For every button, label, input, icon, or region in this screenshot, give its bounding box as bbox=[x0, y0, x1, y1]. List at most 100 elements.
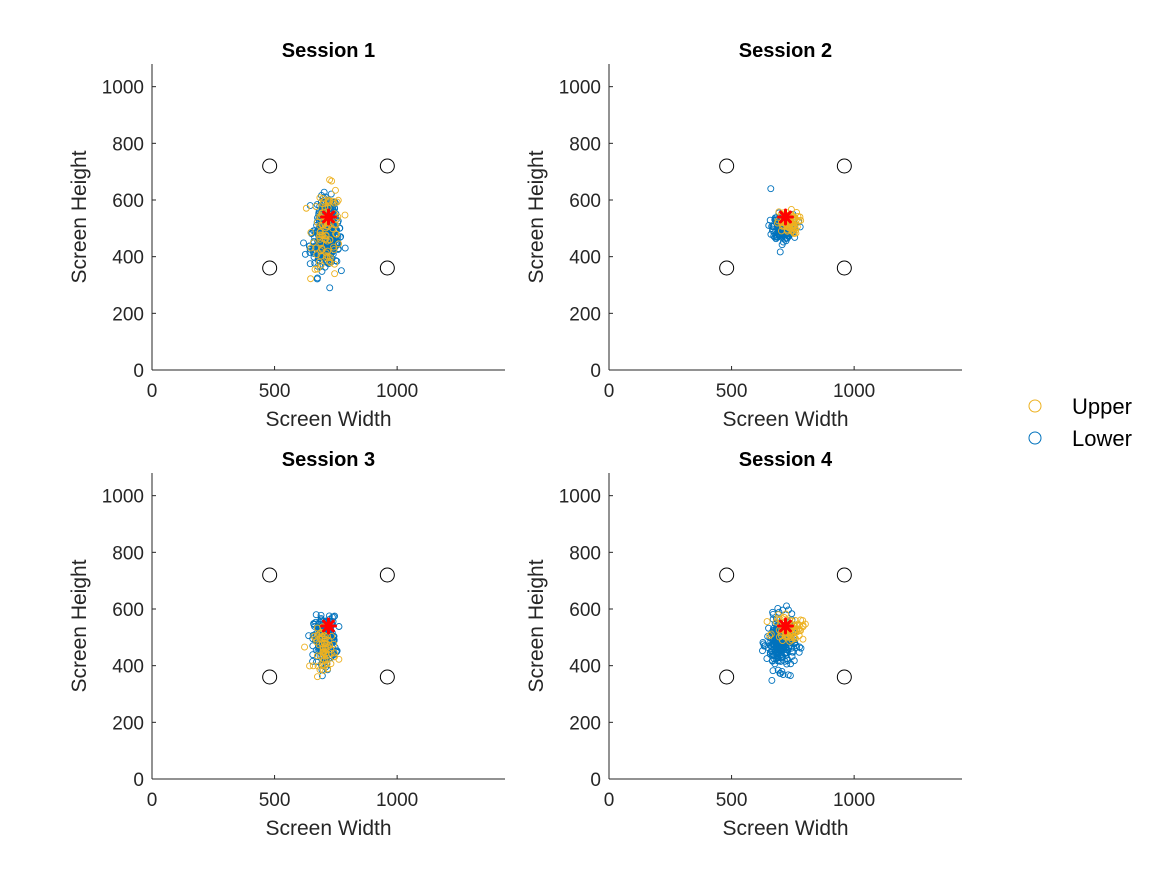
target-marker bbox=[262, 260, 278, 276]
upper-point bbox=[782, 610, 790, 618]
upper-point bbox=[322, 645, 330, 653]
lower-point bbox=[341, 244, 349, 252]
lower-point bbox=[778, 645, 786, 653]
subplot-3: 0 500 1000 0 200 400 600 800 1000 Session 3 Screen… bbox=[68, 449, 505, 840]
y-axis-label: Screen Height bbox=[68, 150, 91, 283]
lower-point bbox=[788, 610, 796, 618]
lower-point bbox=[766, 216, 774, 224]
upper-point bbox=[328, 177, 336, 185]
upper-point bbox=[317, 247, 325, 255]
upper-point bbox=[318, 246, 326, 254]
upper-point bbox=[317, 239, 325, 247]
upper-point bbox=[329, 225, 337, 233]
upper-point bbox=[302, 204, 310, 212]
upper-point bbox=[766, 632, 774, 639]
x-tick-label: 500 bbox=[259, 381, 291, 402]
upper-point bbox=[332, 186, 339, 194]
y-axis-label: Screen Height bbox=[68, 559, 91, 692]
lower-point bbox=[337, 267, 345, 275]
upper-point bbox=[333, 198, 341, 206]
upper-point bbox=[772, 618, 780, 626]
lower-point bbox=[331, 612, 339, 620]
upper-point bbox=[774, 611, 782, 619]
lower-point bbox=[769, 667, 777, 675]
y-tick-label: 400 bbox=[112, 657, 144, 678]
center-star-stroke bbox=[322, 210, 335, 224]
subplot-2: 0 500 1000 0 200 400 600 800 1000 Session 2 Screen… bbox=[525, 40, 962, 431]
upper-point bbox=[327, 646, 335, 654]
upper-point bbox=[326, 259, 334, 267]
y-tick-label: 400 bbox=[569, 657, 601, 678]
y-tick-label: 800 bbox=[112, 134, 144, 155]
x-tick-label: 500 bbox=[716, 381, 748, 402]
lower-point bbox=[774, 657, 782, 665]
upper-point bbox=[790, 215, 798, 223]
upper-point bbox=[788, 227, 796, 235]
upper-point bbox=[319, 194, 327, 202]
x-tick-label: 1000 bbox=[376, 790, 418, 811]
center-star-marker bbox=[777, 208, 794, 226]
lower-point bbox=[310, 243, 318, 250]
lower-point bbox=[775, 636, 783, 644]
y-tick-label: 600 bbox=[112, 600, 144, 621]
target-marker bbox=[379, 260, 395, 276]
lower-point bbox=[301, 250, 309, 258]
upper-point bbox=[787, 634, 795, 641]
upper-point bbox=[306, 662, 314, 670]
x-tick-label: 0 bbox=[604, 381, 615, 402]
upper-point bbox=[316, 194, 324, 202]
upper-point bbox=[311, 265, 319, 273]
lower-point bbox=[786, 672, 794, 680]
upper-point bbox=[324, 252, 332, 260]
x-tick-label: 0 bbox=[147, 381, 158, 402]
lower-point bbox=[770, 655, 778, 663]
y-tick-label: 0 bbox=[590, 770, 601, 791]
lower-point bbox=[309, 651, 317, 659]
subplot-title: Session 1 bbox=[282, 40, 375, 62]
lower-point bbox=[768, 651, 776, 659]
upper-point bbox=[763, 618, 771, 626]
upper-point bbox=[330, 640, 338, 648]
center-star-marker bbox=[320, 208, 337, 226]
upper-point bbox=[301, 643, 308, 651]
lower-point bbox=[310, 620, 318, 628]
upper-point bbox=[792, 226, 800, 234]
target-marker bbox=[836, 669, 852, 685]
upper-point bbox=[319, 232, 327, 240]
upper-point bbox=[316, 228, 324, 236]
y-tick-label: 200 bbox=[112, 713, 144, 734]
lower-point bbox=[778, 241, 786, 249]
upper-point bbox=[316, 652, 324, 660]
lower-point bbox=[776, 248, 784, 256]
lower-point bbox=[778, 667, 786, 675]
y-tick-label: 800 bbox=[569, 543, 601, 564]
upper-point bbox=[329, 197, 337, 205]
upper-point bbox=[316, 666, 324, 674]
subplot-title: Session 3 bbox=[282, 449, 375, 471]
x-tick-label: 1000 bbox=[833, 381, 875, 402]
y-tick-label: 1000 bbox=[102, 78, 144, 99]
lower-point bbox=[769, 608, 777, 616]
lower-point bbox=[306, 260, 314, 268]
upper-point bbox=[789, 633, 797, 641]
lower-point bbox=[779, 671, 787, 678]
lower-point bbox=[769, 630, 777, 638]
lower-point bbox=[309, 642, 317, 650]
y-tick-label: 600 bbox=[569, 191, 601, 212]
lower-point bbox=[767, 185, 775, 193]
upper-point bbox=[767, 630, 775, 638]
legend-label-upper: Upper bbox=[1072, 394, 1132, 419]
upper-point bbox=[774, 615, 781, 623]
upper-point bbox=[327, 660, 335, 668]
lower-point bbox=[761, 641, 769, 649]
y-tick-label: 600 bbox=[112, 191, 144, 212]
upper-point bbox=[317, 261, 325, 269]
lower-point bbox=[332, 233, 340, 241]
lower-point bbox=[759, 647, 766, 655]
upper-point bbox=[312, 203, 320, 211]
upper-point bbox=[331, 260, 338, 268]
target-marker bbox=[719, 567, 735, 583]
target-marker bbox=[379, 158, 395, 174]
y-tick-label: 1000 bbox=[559, 78, 601, 99]
